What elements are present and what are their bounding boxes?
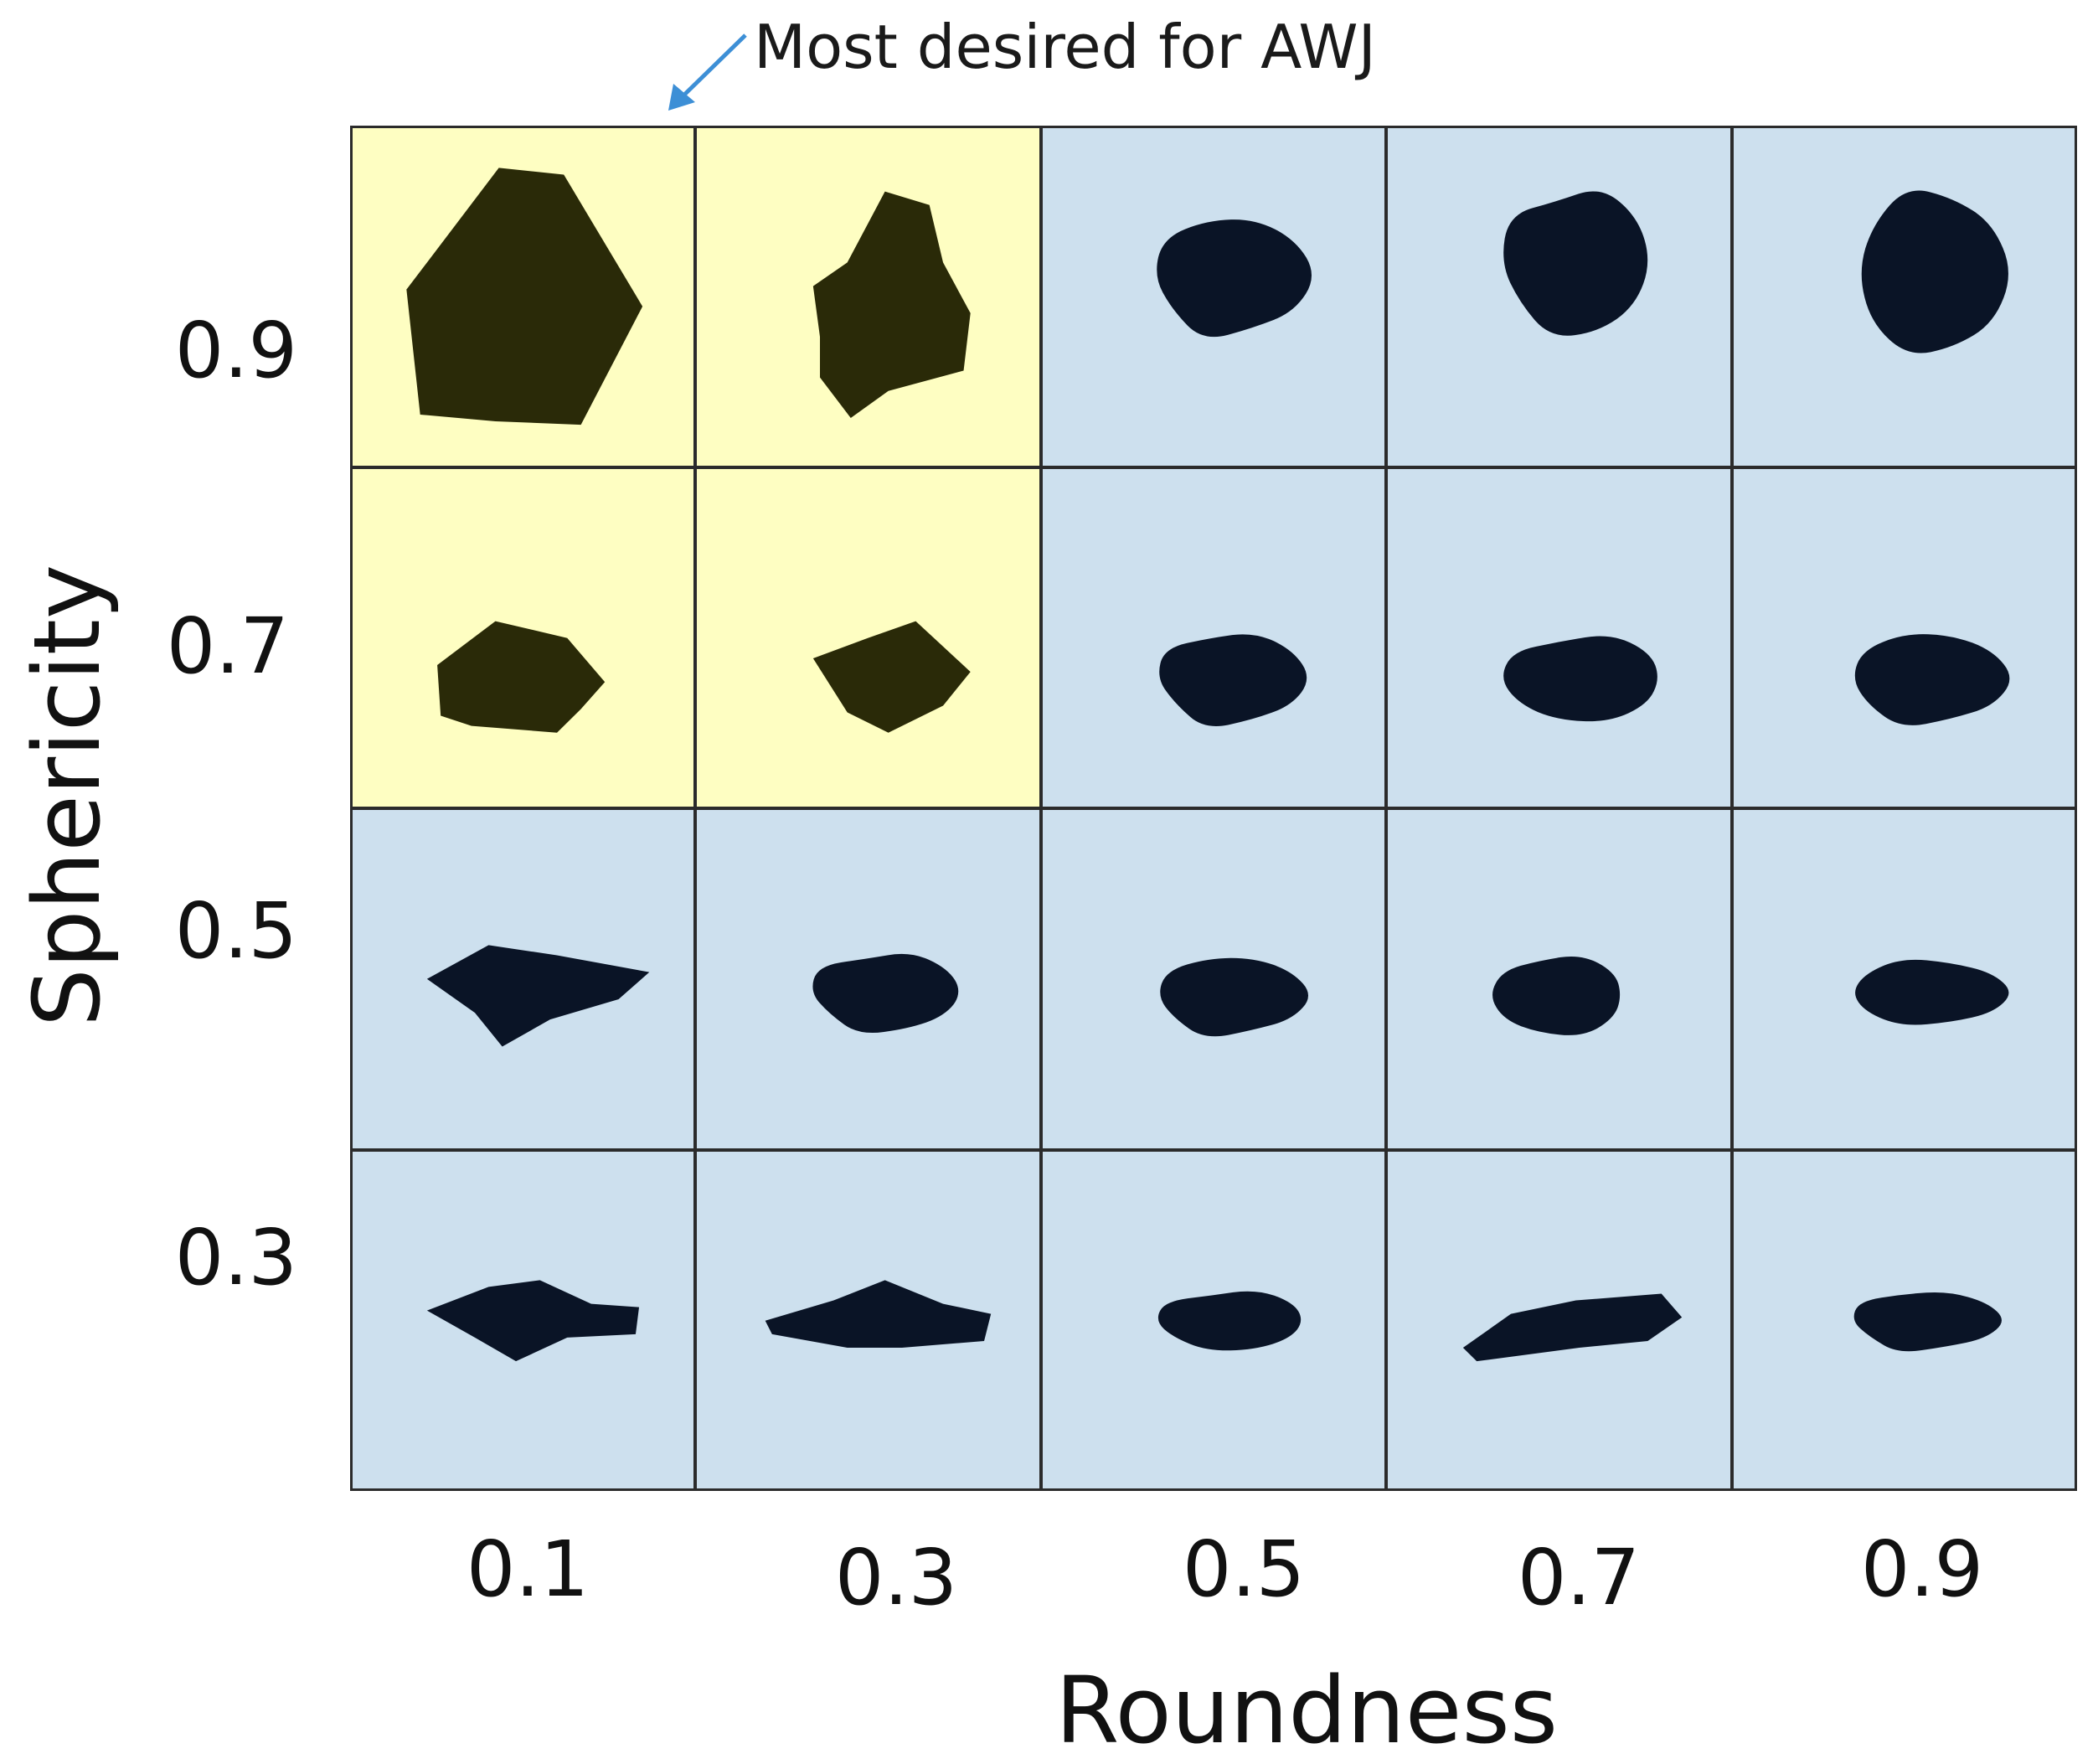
- particle-shape: [1854, 633, 2009, 725]
- grid-cell: [1731, 467, 2077, 808]
- x-tick-0-5: 0.5: [1182, 1524, 1306, 1614]
- annotation-arrow: [668, 34, 747, 111]
- grid-cell: [1040, 1149, 1387, 1491]
- annotation-text: Most desired for AWJ: [754, 12, 1376, 82]
- y-tick-0-7: 0.7: [166, 601, 289, 691]
- grid-cell: [1386, 808, 1732, 1150]
- grid-cell: [1731, 808, 2077, 1150]
- particle-shape: [1157, 1291, 1301, 1350]
- particle-shape: [426, 1279, 640, 1361]
- grid-cell: [1731, 1149, 2077, 1491]
- particle-shape: [1492, 956, 1621, 1035]
- particle-shape: [813, 621, 972, 733]
- particle-shape: [406, 168, 643, 426]
- particle-shape: [437, 621, 606, 733]
- x-tick-0-3: 0.3: [834, 1533, 958, 1622]
- grid-cell: [1386, 467, 1732, 808]
- grid-cell: [695, 467, 1041, 808]
- grid-cell: [695, 808, 1041, 1150]
- particle-shape: [1503, 191, 1648, 336]
- grid-cell: [1040, 467, 1387, 808]
- x-tick-0-9: 0.9: [1860, 1524, 1984, 1614]
- grid-cell: [350, 126, 696, 467]
- particle-shape: [1853, 1292, 2002, 1351]
- grid-cell: [350, 808, 696, 1150]
- grid-cell: [1386, 1149, 1732, 1491]
- grid-cell: [695, 126, 1041, 467]
- grid-cell: [1386, 126, 1732, 467]
- x-tick-0-1: 0.1: [466, 1524, 590, 1614]
- particle-shape: [1160, 957, 1308, 1037]
- y-axis-title: Sphericity: [13, 564, 121, 1028]
- grid-cell: [350, 467, 696, 808]
- particle-shape: [1861, 190, 2008, 353]
- x-tick-0-7: 0.7: [1517, 1533, 1641, 1622]
- particle-shape: [813, 191, 972, 419]
- x-axis-title: Roundness: [1055, 1657, 1559, 1764]
- grid-cell: [1040, 126, 1387, 467]
- particle-shape: [1159, 633, 1307, 726]
- particle-shape: [1854, 959, 2009, 1025]
- particle-shape: [1463, 1292, 1683, 1361]
- grid-cell: [1731, 126, 2077, 467]
- shape-grid: [350, 126, 2077, 1491]
- particle-shape: [812, 953, 959, 1034]
- particle-shape: [1503, 635, 1658, 721]
- grid-cell: [1040, 808, 1387, 1150]
- particle-shape: [765, 1279, 992, 1348]
- y-tick-0-3: 0.3: [174, 1213, 297, 1302]
- particle-shape: [426, 945, 650, 1047]
- y-tick-0-5: 0.5: [174, 886, 297, 976]
- particle-shape: [1157, 219, 1312, 338]
- grid-cell: [350, 1149, 696, 1491]
- grid-cell: [695, 1149, 1041, 1491]
- y-tick-0-9: 0.9: [174, 306, 297, 395]
